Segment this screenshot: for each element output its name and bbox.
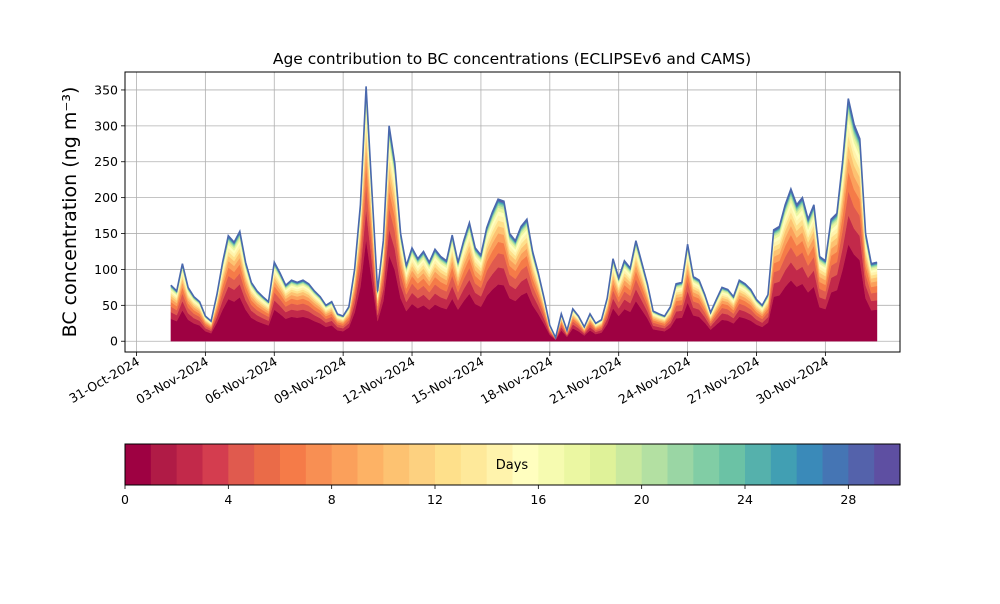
y-axis: 0 50 100 150 200 250 300 350	[94, 82, 125, 349]
colorbar-swatch	[486, 444, 514, 485]
colorbar-swatch	[254, 444, 281, 485]
colorbar-swatch	[125, 444, 152, 485]
colorbar-swatch	[693, 444, 720, 485]
colorbar-swatch	[590, 444, 617, 485]
colorbar-swatch	[874, 444, 901, 485]
colorbar-swatch	[357, 444, 384, 485]
colorbar-swatch	[460, 444, 488, 485]
colorbar-swatch	[435, 444, 462, 485]
y-tick-label: 250	[94, 154, 118, 169]
colorbar-swatch	[641, 444, 669, 485]
colorbar-swatch	[770, 444, 798, 485]
y-axis-label: BC concentration (ng m⁻³)	[59, 87, 81, 338]
y-tick-label: 200	[94, 190, 118, 205]
colorbar-tick-label: 24	[737, 492, 753, 507]
colorbar-swatch	[409, 444, 436, 485]
colorbar-swatch	[331, 444, 359, 485]
colorbar-tick-label: 28	[840, 492, 856, 507]
plot-frame	[124, 71, 901, 353]
colorbar-tick-label: 12	[427, 492, 443, 507]
colorbar-swatch	[280, 444, 307, 485]
colorbar-tick-label: 20	[634, 492, 650, 507]
colorbar-tick-label: 0	[121, 492, 129, 507]
colorbar-swatch	[150, 444, 178, 485]
y-tick-label: 50	[102, 298, 118, 313]
colorbar-swatch	[719, 444, 746, 485]
y-tick-label: 350	[94, 82, 118, 97]
colorbar-swatch	[796, 444, 824, 485]
colorbar: 0 4 8 12 16 20 24 28	[121, 443, 901, 507]
colorbar-label: Days	[496, 458, 529, 473]
y-tick-label: 150	[94, 226, 118, 241]
colorbar-swatch	[667, 444, 694, 485]
colorbar-swatch	[202, 444, 229, 485]
total-outline	[170, 86, 878, 340]
colorbar-swatch	[305, 444, 333, 485]
colorbar-swatch	[615, 444, 643, 485]
chart-title: Age contribution to BC concentrations (E…	[273, 50, 751, 68]
area-layer	[170, 86, 878, 342]
colorbar-tick-label: 8	[328, 492, 336, 507]
colorbar-swatch	[848, 444, 875, 485]
y-tick-label: 100	[94, 262, 118, 277]
colorbar-swatch	[176, 444, 204, 485]
colorbar-swatch	[745, 444, 772, 485]
y-tick-label: 0	[110, 334, 118, 349]
colorbar-swatch	[564, 444, 591, 485]
colorbar-swatch	[228, 444, 255, 485]
colorbar-swatch	[383, 444, 410, 485]
colorbar-frame	[124, 443, 901, 486]
colorbar-swatch	[822, 444, 849, 485]
colorbar-tick-label: 16	[530, 492, 546, 507]
colorbar-swatch	[538, 444, 565, 485]
y-tick-label: 300	[94, 118, 118, 133]
colorbar-swatch	[512, 444, 539, 485]
colorbar-tick-label: 4	[224, 492, 232, 507]
